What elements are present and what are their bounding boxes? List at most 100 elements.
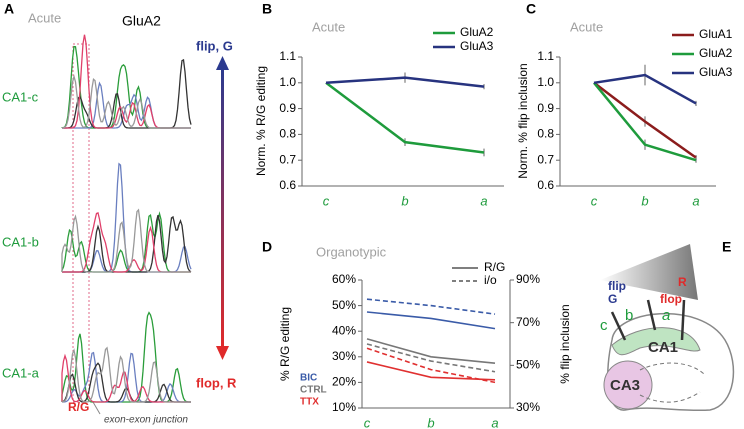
panel-a: A Acute GluA2 CA1-c CA1-b CA1-a flip, G … <box>2 1 237 426</box>
g-label: G <box>608 292 617 306</box>
electrode <box>610 311 627 341</box>
legend-label: GluA2 <box>699 46 733 60</box>
trace <box>61 74 191 129</box>
data-line <box>366 338 496 364</box>
legend-label: GluA1 <box>699 27 733 41</box>
row-label: CA1-c <box>2 89 39 104</box>
x-tick-label: b <box>427 415 434 429</box>
electrode <box>680 299 686 341</box>
y-tick-label: 0.7 <box>279 152 296 166</box>
r-label: R <box>678 275 687 289</box>
chart-title: Acute <box>312 19 345 34</box>
row-label: CA1-a <box>2 365 40 380</box>
y-tick-label: 0.6 <box>279 178 296 192</box>
row-label: CA1-b <box>2 234 39 249</box>
flip-label: flip, G <box>196 38 233 53</box>
legend-label: GluA3 <box>699 65 733 79</box>
y-tick-label: 1.1 <box>537 49 554 63</box>
y-axis-label: Norm. % R/G editing <box>254 66 268 176</box>
x-tick-label: c <box>364 415 371 429</box>
legend-label: GluA3 <box>460 39 494 53</box>
y-tick-label: 20% <box>332 375 356 389</box>
trace <box>61 311 191 403</box>
x-tick-label: a <box>692 193 699 208</box>
y2-tick-label: 30% <box>516 400 540 414</box>
data-line <box>325 81 485 154</box>
y-tick-label: 30% <box>332 349 356 363</box>
x-tick-label: c <box>323 193 330 208</box>
panel-label: C <box>526 1 536 17</box>
ca3-region <box>603 360 653 410</box>
data-line <box>325 76 485 88</box>
y-tick-label: 0.8 <box>537 127 554 141</box>
y2-axis-label: % flip inclusion <box>558 304 572 383</box>
y-tick-label: 1.1 <box>279 49 296 63</box>
data-line <box>366 347 496 384</box>
y-tick-label: 1.0 <box>279 75 296 89</box>
x-tick-label: b <box>641 193 648 208</box>
y-tick-label: 0.7 <box>537 152 554 166</box>
y-tick-label: 0.9 <box>279 101 296 115</box>
site: c <box>600 317 608 334</box>
electrode <box>646 299 657 331</box>
x-tick-label: c <box>591 193 598 208</box>
wedge <box>600 244 698 300</box>
y-tick-label: 0.9 <box>537 101 554 115</box>
legend-label: BIC <box>300 373 317 384</box>
arrow-head <box>216 56 229 70</box>
legend-label: GluA2 <box>460 25 494 39</box>
trace <box>61 211 191 273</box>
y-tick-label: 40% <box>332 323 356 337</box>
y-tick-label: 10% <box>332 400 356 414</box>
data-line <box>593 73 697 105</box>
arrow-head <box>216 346 229 360</box>
y-tick-label: 60% <box>332 272 356 286</box>
data-line <box>366 298 496 315</box>
data-line <box>366 343 496 373</box>
legend-label: CTRL <box>300 385 327 396</box>
pointer <box>92 401 101 415</box>
panel-e: E flip G R flop c b a CA1 CA3 <box>600 239 735 412</box>
condition: Acute <box>28 10 61 25</box>
x-tick-label: b <box>401 193 408 208</box>
y-tick-label: 0.6 <box>537 178 554 192</box>
region-label: CA3 <box>610 377 640 394</box>
arrow-shaft <box>221 68 224 348</box>
site: a <box>662 307 670 324</box>
data-line <box>366 361 496 381</box>
y-tick-label: 50% <box>332 298 356 312</box>
legend-label: i/o <box>484 273 497 287</box>
data-line <box>593 82 697 162</box>
flop-label: flop <box>660 292 682 306</box>
data-line <box>366 311 496 330</box>
region-label: CA1 <box>648 339 678 356</box>
trace <box>61 208 191 273</box>
legend-label: R/G <box>484 260 505 274</box>
gene: GluA2 <box>122 13 161 29</box>
trace <box>61 346 191 403</box>
trace <box>62 215 192 273</box>
legend-label: TTX <box>300 397 319 408</box>
x-tick-label: a <box>491 415 498 429</box>
flip-label: flip <box>608 279 626 293</box>
panel-label: D <box>262 239 272 255</box>
flop-label: flop, R <box>196 375 237 390</box>
panel-label: E <box>722 239 731 255</box>
chart-title: Organotypic <box>316 244 387 259</box>
dg <box>639 362 706 376</box>
y-axis-label: % R/G editing <box>278 307 292 381</box>
y-tick-label: 0.8 <box>279 127 296 141</box>
y-axis-label: Norm. % flip inclusion <box>516 63 530 178</box>
x-tick-label: a <box>480 193 487 208</box>
junction-label: exon-exon junction <box>104 415 188 426</box>
y2-tick-label: 50% <box>516 358 540 372</box>
chart-title: Acute <box>570 19 603 34</box>
y2-tick-label: 90% <box>516 272 540 286</box>
y-tick-label: 1.0 <box>537 75 554 89</box>
y2-tick-label: 70% <box>516 315 540 329</box>
panel-label: B <box>262 1 272 17</box>
data-line <box>593 81 697 159</box>
panel-label: A <box>4 1 14 17</box>
site-label: R/G <box>68 400 89 414</box>
